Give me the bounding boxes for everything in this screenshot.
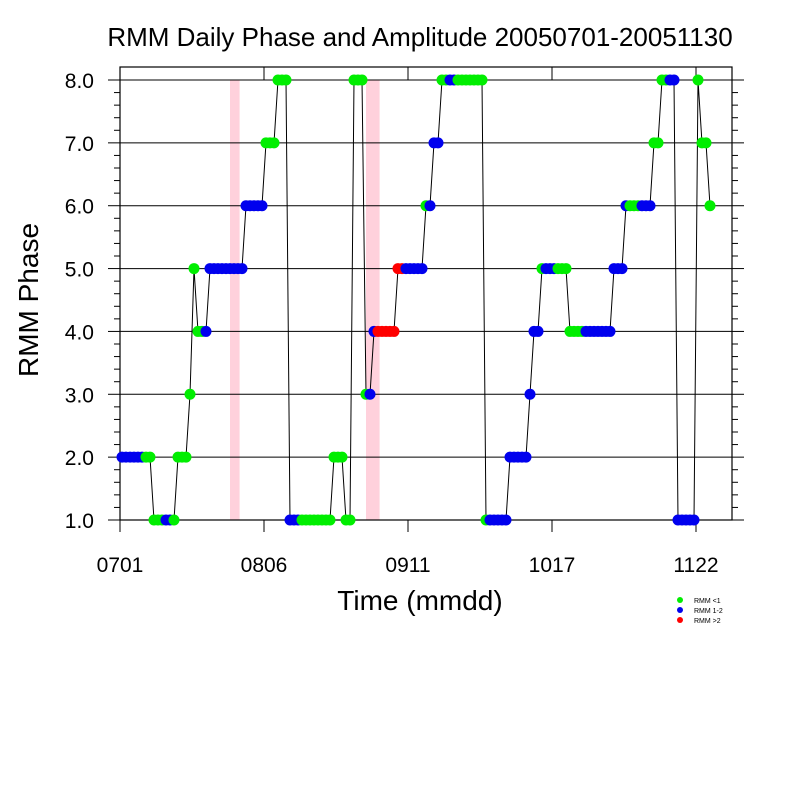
phase-point	[184, 388, 196, 400]
phase-point	[644, 200, 656, 212]
y-tick-label: 2.0	[65, 447, 94, 470]
y-axis-ticks	[108, 79, 744, 521]
phase-points	[116, 74, 716, 526]
x-tick-labels: 0701 0806 0911 1017 1122	[97, 554, 719, 577]
phase-point	[476, 74, 488, 86]
x-axis-ticks	[119, 67, 697, 532]
legend-marker	[677, 597, 683, 603]
phase-point	[188, 263, 200, 275]
phase-point	[416, 263, 428, 275]
legend-label: RMM <1	[694, 598, 721, 605]
y-tick-label: 3.0	[65, 384, 94, 407]
phase-point	[280, 74, 292, 86]
phase-point	[336, 451, 348, 463]
phase-point	[268, 137, 280, 149]
phase-point	[324, 514, 336, 526]
legend-label: RMM 1-2	[694, 608, 723, 615]
phase-point	[668, 74, 680, 86]
phase-point	[704, 200, 716, 212]
phase-point	[356, 74, 368, 86]
y-tick-label: 1.0	[65, 510, 94, 533]
phase-point	[692, 74, 704, 86]
phase-point	[560, 263, 572, 275]
x-tick-label: 1017	[529, 554, 576, 577]
phase-point	[652, 137, 664, 149]
y-tick-label: 8.0	[65, 70, 94, 93]
chart-title: RMM Daily Phase and Amplitude 20050701-2…	[107, 22, 732, 52]
x-tick-label: 0701	[97, 554, 144, 577]
y-tick-label: 4.0	[65, 321, 94, 344]
phase-point	[432, 137, 444, 149]
phase-point	[520, 451, 532, 463]
x-tick-label: 0911	[385, 554, 430, 577]
phase-point	[424, 200, 436, 212]
shaded-period	[230, 80, 240, 520]
y-tick-label: 7.0	[65, 133, 94, 156]
x-tick-label: 1122	[673, 554, 718, 577]
legend-label: RMM >2	[694, 618, 721, 625]
phase-point	[144, 451, 156, 463]
phase-point	[364, 388, 376, 400]
plot-frame	[119, 66, 733, 521]
phase-point	[256, 200, 268, 212]
y-tick-labels: 1.0 2.0 3.0 4.0 5.0 6.0 7.0 8.0	[65, 70, 94, 533]
phase-point	[236, 263, 248, 275]
phase-point	[604, 325, 616, 337]
x-axis-label: Time (mmdd)	[337, 585, 502, 616]
y-tick-label: 6.0	[65, 196, 94, 219]
phase-point	[688, 514, 700, 526]
y-axis-label: RMM Phase	[13, 223, 44, 377]
shaded-periods	[230, 80, 380, 520]
phase-point	[532, 325, 544, 337]
legend-marker	[677, 607, 683, 613]
shaded-period	[366, 80, 380, 520]
legend-marker	[677, 617, 683, 623]
phase-point	[616, 263, 628, 275]
legend: RMM <1 RMM 1-2 RMM >2	[677, 597, 723, 625]
y-tick-label: 5.0	[65, 259, 94, 282]
phase-point	[524, 388, 536, 400]
phase-point	[388, 325, 400, 337]
phase-point	[200, 325, 212, 337]
phase-point	[500, 514, 512, 526]
x-tick-label: 0806	[241, 554, 288, 577]
phase-line	[122, 79, 711, 521]
phase-point	[168, 514, 180, 526]
phase-point	[344, 514, 356, 526]
phase-point	[180, 451, 192, 463]
phase-point	[700, 137, 712, 149]
